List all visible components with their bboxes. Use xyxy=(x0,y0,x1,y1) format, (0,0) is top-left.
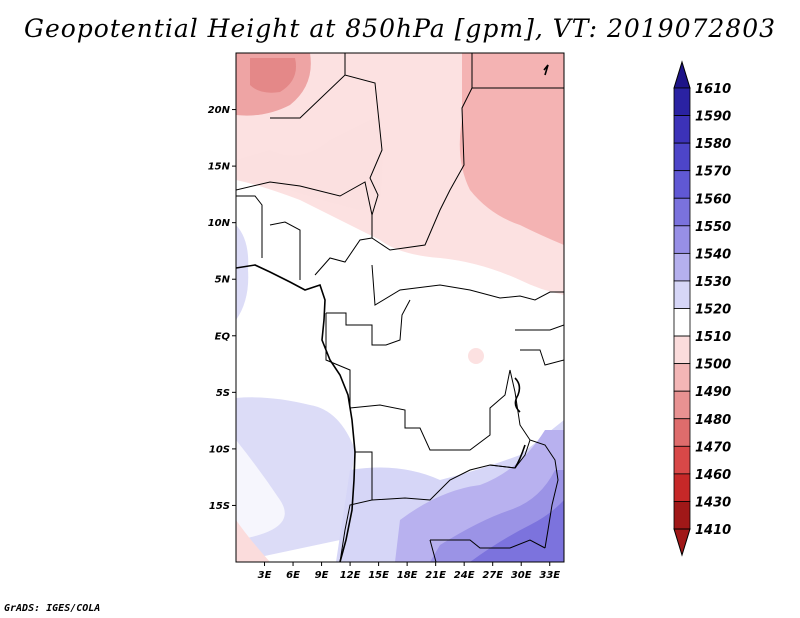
colorbar-segment xyxy=(673,142,691,172)
colorbar-label: 1520 xyxy=(695,303,731,318)
latitude-axis: 20N 15N 10N 5N EQ 5S 10S 15S xyxy=(208,105,236,512)
colorbar-segment xyxy=(673,87,691,116)
lon-tick-label: 15E xyxy=(368,570,389,581)
lat-tick-label: 15S xyxy=(209,501,230,512)
lat-tick-label: 5S xyxy=(216,388,230,399)
colorbar-label: 1500 xyxy=(695,358,731,373)
colorbar-label: 1610 xyxy=(695,82,731,97)
colorbar-label: 1510 xyxy=(695,330,731,345)
lat-tick-label: 10S xyxy=(209,444,230,455)
lon-tick-label: 3E xyxy=(258,570,272,581)
colorbar-top-arrow xyxy=(673,60,691,89)
colorbar-segment xyxy=(673,363,691,392)
lon-tick-label: 12E xyxy=(340,570,361,581)
country-boundaries xyxy=(236,53,564,562)
map-frame xyxy=(235,52,565,563)
lat-tick-label: 5N xyxy=(215,275,231,286)
colorbar-segment xyxy=(673,280,691,309)
colorbar-segment xyxy=(673,197,691,227)
lon-tick-label: 27E xyxy=(482,570,503,581)
colorbar-segment xyxy=(673,473,691,502)
colorbar-segment xyxy=(673,445,691,475)
colorbar-label: 1480 xyxy=(695,413,731,428)
colorbar-segment xyxy=(673,170,691,199)
colorbar-segment xyxy=(673,308,691,337)
lon-tick-label: 24E xyxy=(454,570,475,581)
colorbar-label: 1470 xyxy=(695,440,731,455)
lat-tick-label: 20N xyxy=(208,105,231,116)
lon-tick-label: 9E xyxy=(315,570,329,581)
chart-title: Geopotential Height at 850hPa [gpm], VT:… xyxy=(23,14,777,43)
colorbar-segment xyxy=(673,335,691,365)
colorbar-segment xyxy=(673,225,691,254)
lon-tick-label: 21E xyxy=(425,570,446,581)
coastline xyxy=(236,64,549,562)
colorbar-segment xyxy=(673,115,691,144)
colorbar-segment xyxy=(673,252,691,282)
colorbar-label: 1590 xyxy=(695,110,731,125)
lon-tick-label: 30E xyxy=(511,570,532,581)
lat-tick-label: 15N xyxy=(208,162,231,173)
colorbar-segment xyxy=(673,390,691,420)
colorbar-label: 1430 xyxy=(695,495,731,510)
lon-tick-label: 6E xyxy=(286,570,300,581)
lon-tick-label: 18E xyxy=(397,570,418,581)
colorbar-bottom-arrow xyxy=(673,528,691,557)
colorbar-label: 1570 xyxy=(695,165,731,180)
colorbar-segment xyxy=(673,418,691,447)
colorbar-label: 1410 xyxy=(695,523,731,538)
shaded-field xyxy=(236,53,564,562)
lon-tick-label: 33E xyxy=(539,570,560,581)
colorbar-label: 1530 xyxy=(695,275,731,290)
colorbar-label: 1460 xyxy=(695,468,731,483)
colorbar-label: 1490 xyxy=(695,385,731,400)
colorbar-label: 1580 xyxy=(695,137,731,152)
colorbar-label: 1560 xyxy=(695,192,731,207)
colorbar-label: 1550 xyxy=(695,220,731,235)
colorbar-segment xyxy=(673,501,691,530)
lat-tick-label: EQ xyxy=(215,331,231,342)
longitude-axis: 3E 6E 9E 12E 15E 18E 21E 24E 27E 30E 33E xyxy=(258,562,560,581)
lat-tick-label: 10N xyxy=(208,218,231,229)
colorbar-label: 1540 xyxy=(695,247,731,262)
colorbar: 1610 1590 1580 1570 1560 1550 1540 1530 1520 1510… xyxy=(673,60,731,557)
grads-credit: GrADS: IGES/COLA xyxy=(4,603,101,614)
